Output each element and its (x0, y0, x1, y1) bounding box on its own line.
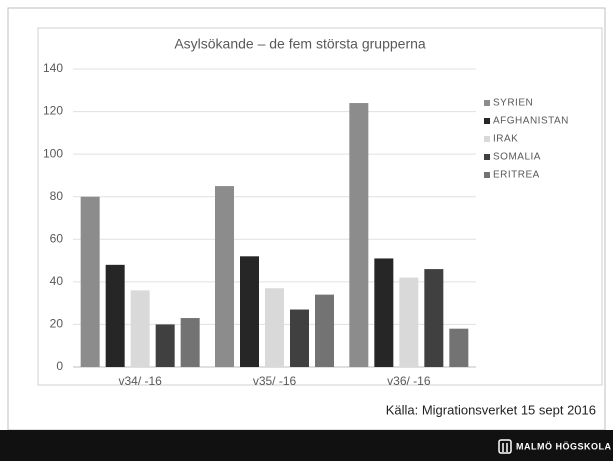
chart-title: Asylsökande – de fem största grupperna (174, 36, 426, 52)
bar (265, 288, 284, 367)
y-tick-label: 120 (43, 104, 63, 118)
bar (105, 264, 125, 367)
legend-swatch (484, 172, 490, 178)
x-tick-label: v35/ -16 (253, 374, 297, 388)
bar (130, 290, 150, 367)
bar (180, 318, 200, 367)
bar (215, 186, 234, 367)
y-tick-label: 60 (50, 231, 64, 245)
legend-swatch (484, 136, 490, 142)
brand: MALMÖ HÖGSKOLA (516, 441, 612, 451)
legend-swatch (484, 100, 490, 106)
bar (240, 256, 259, 367)
bar (290, 309, 309, 367)
y-tick-label: 40 (50, 274, 64, 288)
legend-label: AFGHANISTAN (493, 116, 569, 127)
legend-swatch (484, 154, 490, 160)
bar (80, 196, 100, 367)
y-tick-label: 100 (43, 146, 63, 160)
legend-label: SOMALIA (493, 152, 541, 163)
bar (155, 324, 175, 367)
x-tick-label: v34/ -16 (118, 374, 162, 388)
bar (349, 103, 369, 368)
legend-label: IRAK (493, 134, 518, 145)
bar (315, 294, 334, 367)
logo-icon (498, 439, 512, 454)
legend-swatch (484, 118, 490, 124)
y-tick-label: 80 (50, 189, 64, 203)
bar (399, 277, 419, 367)
bar (449, 328, 469, 367)
source-note: Källa: Migrationsverket 15 sept 2016 (386, 402, 596, 417)
bar (424, 269, 444, 367)
legend-label: ERITREA (493, 170, 540, 181)
y-tick-label: 0 (56, 359, 63, 373)
legend-label: SYRIEN (493, 98, 533, 109)
y-tick-label: 140 (43, 61, 63, 75)
x-tick-label: v36/ -16 (387, 374, 431, 388)
y-tick-label: 20 (50, 317, 64, 331)
bar (374, 258, 394, 367)
